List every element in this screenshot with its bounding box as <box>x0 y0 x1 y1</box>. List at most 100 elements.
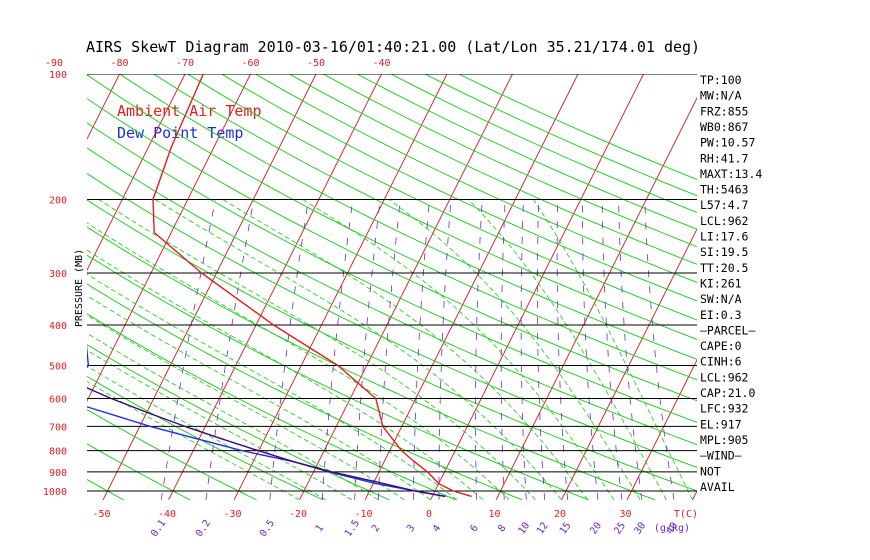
top-temperature-tick-label: -100 <box>0 58 1 69</box>
mixing-ratio-line <box>269 199 309 500</box>
moist-adiabat-line <box>98 199 536 501</box>
isotherm-line <box>102 74 317 501</box>
index-entry: LCL:962 <box>700 370 748 384</box>
pressure-tick-label: 1000 <box>43 487 67 498</box>
dry-adiabat-line <box>87 409 257 501</box>
pressure-tick-label: 900 <box>49 468 67 479</box>
mixing-ratio-line <box>644 199 675 500</box>
mixing-ratio-line <box>582 199 599 500</box>
chart-legend: Ambient Air Temp Dew Point Temp <box>117 102 262 142</box>
mixing-ratio-label: 1.5 <box>343 518 362 539</box>
dry-adiabat-line <box>87 479 124 501</box>
index-entry: —PARCEL— <box>700 323 755 337</box>
pressure-tick-label: 700 <box>49 422 67 433</box>
plot-area <box>0 74 870 501</box>
mixing-ratio-label: 2 <box>370 523 382 534</box>
index-entry: EL:917 <box>700 417 742 431</box>
pressure-tick-label: 100 <box>49 70 67 81</box>
top-temperature-tick-label: -90 <box>45 58 63 69</box>
mixing-ratio-label: 0.1 <box>149 518 168 539</box>
index-entry: TT:20.5 <box>700 261 748 275</box>
moist-adiabat-line <box>87 249 484 501</box>
top-temperature-tick-label: -80 <box>110 58 128 69</box>
dry-adiabat-line <box>87 226 656 501</box>
isotherm-line <box>299 74 513 501</box>
bottom-temperature-tick-label: 20 <box>554 509 566 520</box>
dry-adiabat-line <box>255 74 697 283</box>
mixing-ratio-line <box>618 199 643 500</box>
parcel-trace-line <box>87 387 446 498</box>
sounding-profiles <box>87 74 472 498</box>
index-entry: TH:5463 <box>700 183 749 197</box>
index-entry: PW:10.57 <box>700 136 755 150</box>
isotherm-line <box>233 74 448 501</box>
bottom-temperature-tick-label: 30 <box>619 509 631 520</box>
dry-adiabat-line <box>187 74 697 321</box>
dry-adiabat-line <box>87 443 191 501</box>
mixing-ratio-line <box>354 199 381 500</box>
dry-adiabat-line <box>221 74 697 302</box>
dry-adiabat-line <box>87 254 589 501</box>
moist-adiabat-line <box>533 199 693 500</box>
mixing-ratio-label: 20 <box>588 520 604 536</box>
moist-adiabat-line <box>87 365 326 501</box>
pressure-tick-label: 400 <box>49 321 67 332</box>
top-temperature-tick-label: -70 <box>176 58 194 69</box>
moist-adiabat-line <box>388 199 641 501</box>
bottom-temperature-tick-label: -40 <box>158 509 176 520</box>
mixing-ratio-line <box>160 199 216 500</box>
index-entry: MAXT:13.4 <box>700 167 762 181</box>
index-entry: LI:17.6 <box>700 230 749 244</box>
index-entry: NOT <box>700 464 721 478</box>
index-entry: CAPE:0 <box>700 339 742 353</box>
top-temperature-tick-labels: -120-110-100-90-80-70-60-50-40 <box>0 58 391 69</box>
legend-ambient-air-temp: Ambient Air Temp <box>117 102 262 120</box>
bottom-temperature-tick-label: -50 <box>92 509 110 520</box>
pressure-tick-label: 800 <box>49 447 67 458</box>
dry-adiabat-line <box>87 199 697 492</box>
bottom-temperature-tick-labels: -50 -40 -30 -20 -10 0 10 20 30 T(C) <box>92 509 698 520</box>
mixing-ratio-label: 8 <box>496 523 508 534</box>
isotherm-line <box>87 74 120 141</box>
index-entry: AVAIL <box>700 480 735 494</box>
index-entry: MW:N/A <box>700 89 742 103</box>
pressure-tick-label: 300 <box>49 269 67 280</box>
mixing-ratio-label: 6 <box>468 523 480 534</box>
bottom-temperature-tick-label: -20 <box>289 509 307 520</box>
mixing-ratio-label: 30 <box>632 520 648 536</box>
moist-adiabat-line <box>87 222 510 501</box>
mixing-ratio-label: 0.2 <box>194 518 213 539</box>
index-entry: CINH:6 <box>700 355 742 369</box>
index-entry: LFC:932 <box>700 402 748 416</box>
bottom-temperature-tick-label: -30 <box>223 509 241 520</box>
legend-dew-point-temp: Dew Point Temp <box>117 124 243 142</box>
dry-adiabat-line <box>87 375 324 501</box>
moist-adiabat-line <box>468 199 667 501</box>
index-entry: LCL:962 <box>700 214 748 228</box>
dry-adiabat-line <box>424 74 697 197</box>
isotherm-line <box>758 74 870 500</box>
moist-adiabat-line <box>302 199 615 501</box>
mixing-ratio-unit-label: (g/kg) <box>654 523 690 534</box>
isotherm-line <box>168 74 382 501</box>
moist-adiabat-line <box>87 295 431 501</box>
y-axis-label: PRESSURE (MB) <box>74 249 85 327</box>
dry-adiabat-line <box>87 97 697 402</box>
mixing-ratio-label: 3 <box>405 523 417 534</box>
top-temperature-tick-label: -40 <box>372 58 390 69</box>
isotherm-line <box>0 74 54 500</box>
mixing-ratio-lines <box>160 199 675 500</box>
bottom-temperature-tick-label: 0 <box>426 509 432 520</box>
bottom-temperature-tick-label: -10 <box>354 509 372 520</box>
mixing-ratio-line <box>500 199 506 500</box>
moist-adiabat-lines <box>87 199 693 501</box>
top-temperature-tick-label: -60 <box>241 58 259 69</box>
isotherm-line <box>561 227 697 501</box>
pressure-tick-label: 600 <box>49 394 67 405</box>
dry-adiabat-line <box>153 74 697 340</box>
isobar-lines <box>87 74 697 492</box>
dry-adiabat-line <box>87 74 697 381</box>
dry-adiabat-line <box>119 74 697 360</box>
index-entry: MPL:905 <box>700 433 748 447</box>
